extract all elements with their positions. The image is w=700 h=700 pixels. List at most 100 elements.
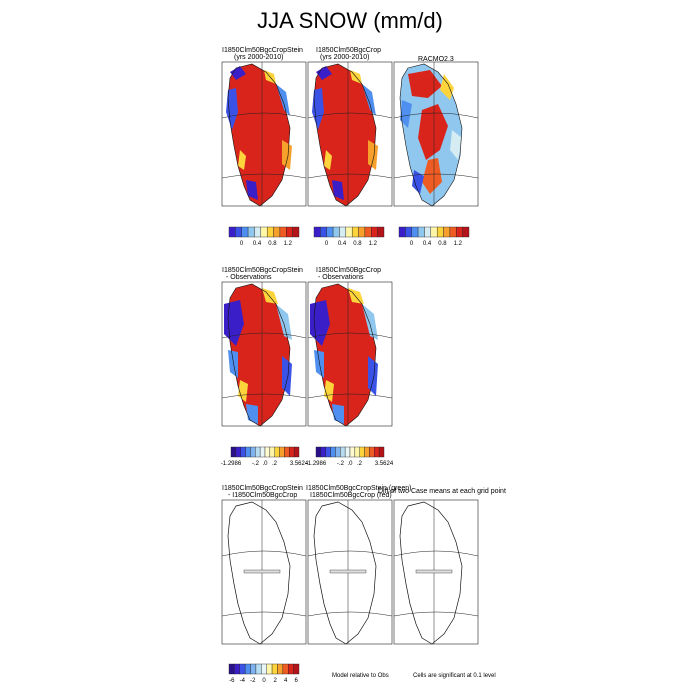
panel-1-map (221, 61, 307, 207)
colorbar-swatch (456, 226, 463, 238)
colorbar-swatch (288, 663, 294, 675)
colorbar-row1: 0 0.4 0.8 1.2 0 0.4 0.8 1.2 0 0.4 0.8 1.2 (228, 226, 470, 247)
panel-7-label-line2: I1850Clm50BgcCrop (red) (310, 492, 392, 499)
colorbar-tick-label: .2 (357, 461, 363, 467)
panel-6-label-line1: I1850Clm50BgcCropStein (222, 485, 303, 492)
colorbar-swatch (449, 226, 457, 238)
panel-5-map (307, 281, 393, 427)
colorbar-tick-label: 1.2 (369, 241, 378, 247)
colorbar-swatch (377, 226, 385, 238)
colorbar-swatch (436, 226, 444, 238)
colorbar-row3: -6 -4 -2 0 2 4 6 (228, 663, 300, 684)
colorbar-swatch (292, 226, 300, 238)
colorbar-swatch (358, 226, 366, 238)
colorbar-swatch (293, 663, 300, 675)
colorbar-panel-6: -6 -4 -2 0 2 4 6 (228, 663, 300, 684)
note-model-relative: Model relative to Obs (332, 673, 389, 679)
colorbar-swatch (315, 446, 322, 458)
panel-3-label-line1: RACMO2.3 (418, 56, 454, 63)
panel-5-label-line1: I1850Clm50BgcCrop (316, 267, 381, 274)
colorbar-tick-label: 0.4 (423, 241, 432, 247)
colorbar-swatch (264, 446, 271, 458)
colorbar-swatch (364, 226, 372, 238)
colorbar-swatch (369, 446, 375, 458)
colorbar-swatch (313, 226, 321, 238)
panel-1-label-line1: I1850Clm50BgcCropStein (222, 47, 303, 54)
colorbar-tick-label: .2 (272, 461, 278, 467)
colorbar-swatch (274, 446, 280, 458)
panel-5-label-line2: - Observations (318, 274, 364, 281)
colorbar-swatch (277, 663, 284, 675)
panel-1-label-line2: (yrs 2000-2010) (234, 54, 284, 61)
colorbar-swatch (411, 226, 419, 238)
page-title: JJA SNOW (mm/d) (257, 8, 443, 33)
colorbar-tick-label: 0 (240, 241, 244, 247)
colorbar-swatch (255, 663, 262, 675)
colorbar-swatch (245, 446, 251, 458)
colorbar-swatch (228, 226, 236, 238)
colorbar-tick-label: 3.5624 (375, 461, 394, 467)
colorbar-tick-label: -.2 (337, 461, 345, 467)
colorbar-swatch (330, 446, 336, 458)
colorbar-tick-label: .0 (347, 461, 353, 467)
colorbar-swatch (364, 446, 370, 458)
colorbar-tick-label: -2 (250, 678, 256, 684)
panel-7-label-line1: I1850Clm50BgcCropStein (green) (306, 485, 412, 492)
colorbar-swatch (462, 226, 470, 238)
colorbar-tick-label: 0.8 (438, 241, 447, 247)
colorbar-swatch (349, 446, 356, 458)
colorbar-swatch (250, 446, 256, 458)
panel-4-label-line1: I1850Clm50BgcCropStein (222, 267, 303, 274)
colorbar-swatch (255, 446, 261, 458)
colorbar-swatch (320, 226, 327, 238)
colorbar-tick-label: 2 (274, 678, 278, 684)
note-cells-significant: Cells are significant at 0.1 level (413, 673, 496, 679)
colorbar-swatch (359, 446, 365, 458)
colorbar-swatch (424, 226, 432, 238)
panel-8-map (393, 499, 479, 645)
colorbar-tick-label: 0 (262, 678, 266, 684)
colorbar-swatch (293, 446, 300, 458)
colorbar-swatch (371, 226, 378, 238)
colorbar-tick-label: 0.8 (268, 241, 277, 247)
colorbar-swatch (344, 446, 351, 458)
colorbar-swatch (259, 446, 266, 458)
colorbar-swatch (254, 226, 262, 238)
colorbar-swatch (273, 226, 281, 238)
colorbar-swatch (326, 226, 334, 238)
colorbar-panel-5: -1.2986 -.2.0 .2 3.5624 (306, 446, 394, 467)
colorbar-tick-label: -4 (240, 678, 246, 684)
colorbar-swatch (247, 226, 255, 238)
colorbar-swatch (260, 226, 268, 238)
colorbar-swatch (279, 226, 287, 238)
colorbar-tick-label: -1.2986 (306, 461, 327, 467)
colorbar-tick-label: -1.2986 (221, 461, 242, 467)
colorbar-row2: -1.2986 -.2.0.2 3.5624-1.2986 -.2.0.2 3.5624 (221, 446, 394, 467)
colorbar-swatch (239, 663, 246, 675)
colorbar-swatch (266, 663, 273, 675)
panel-2-label-line1: I1850Clm50BgcCrop (316, 47, 381, 54)
panel-3-map (393, 61, 479, 207)
colorbar-tick-label: -.2 (252, 461, 260, 467)
colorbar-swatch (405, 226, 412, 238)
colorbar-tick-label: 0.8 (353, 241, 362, 247)
colorbar-tick-label: 0.4 (253, 241, 262, 247)
colorbar-swatch (430, 226, 438, 238)
colorbar-swatch (340, 446, 346, 458)
colorbar-tick-label: 1.2 (284, 241, 293, 247)
colorbar-swatch (284, 446, 290, 458)
colorbar-swatch (271, 663, 278, 675)
colorbar-swatch (443, 226, 451, 238)
colorbar-swatch (266, 226, 274, 238)
colorbar-swatch (354, 446, 360, 458)
colorbar-swatch (279, 446, 285, 458)
colorbar-panel-2: 0 0.4 0.8 1.2 (313, 226, 385, 247)
colorbar-tick-label: 1.2 (454, 241, 463, 247)
colorbar-tick-label: 0.4 (338, 241, 347, 247)
colorbar-swatch (235, 446, 241, 458)
colorbar-tick-label: 6 (295, 678, 299, 684)
colorbar-panel-1: 0 0.4 0.8 1.2 (228, 226, 300, 247)
colorbar-swatch (339, 226, 347, 238)
colorbar-swatch (230, 446, 237, 458)
